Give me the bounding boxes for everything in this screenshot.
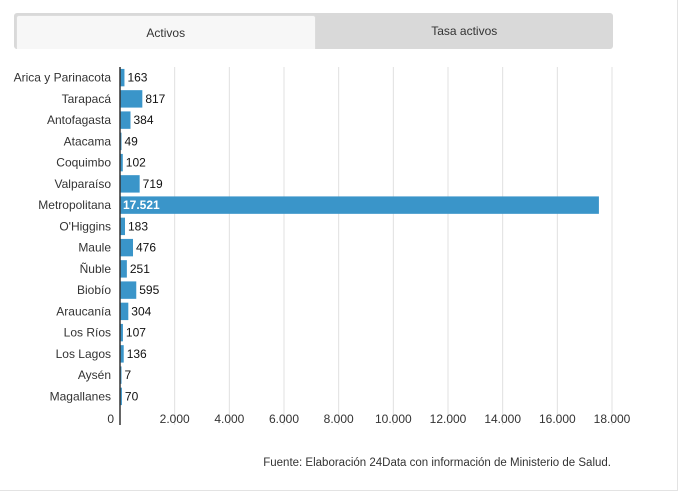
data-label: 136 [127,347,147,361]
tab-tasa-activos[interactable]: Tasa activos [431,24,498,38]
category-label: O'Higgins [59,219,111,233]
tab-bar: Activos Tasa activos [14,13,613,49]
x-tick-label: 12.000 [430,412,467,426]
data-label: 17.521 [123,198,160,212]
bar [120,323,123,342]
category-label: Araucanía [56,304,111,318]
data-label: 102 [126,156,146,170]
data-label: 595 [139,283,159,297]
category-label: Maule [78,241,111,255]
category-label: Magallanes [50,389,111,403]
data-label: 817 [145,92,165,106]
data-label: 304 [131,304,151,318]
category-label: Los Ríos [64,326,111,340]
bar [120,302,129,321]
category-label: Metropolitana [38,198,111,212]
category-label: Valparaíso [55,177,112,191]
category-label: Antofagasta [47,113,111,127]
category-label: Arica y Parinacota [14,71,112,85]
bar [120,196,599,214]
data-label: 163 [127,71,147,85]
bar [120,68,125,87]
x-tick-label: 16.000 [539,412,576,426]
data-label: 183 [128,219,148,233]
data-label: 70 [125,389,139,403]
category-label: Ñuble [80,262,112,276]
data-label: 476 [136,241,156,255]
x-tick-label: 2.000 [160,412,190,426]
x-tick-label: 8.000 [324,412,354,426]
data-label: 7 [125,368,132,382]
data-label: 107 [126,326,146,340]
x-tick-label: 18.000 [594,412,631,426]
data-label: 719 [143,177,163,191]
x-tick-label: 4.000 [214,412,244,426]
x-tick-label: 14.000 [484,412,521,426]
bar [120,281,137,299]
bar [120,111,131,129]
bar [120,90,143,108]
bar [120,238,134,257]
bar [120,153,123,172]
tab-activos[interactable]: Activos [16,15,316,49]
bar [120,260,127,278]
x-tick-label: 0 [107,412,114,426]
category-label: Los Lagos [56,347,111,361]
category-label: Aysén [78,368,111,382]
data-label: 49 [125,134,139,148]
x-tick-label: 6.000 [269,412,299,426]
bar [120,387,122,406]
category-label: Biobío [77,283,111,297]
data-label: 251 [130,262,150,276]
category-label: Coquimbo [56,156,111,170]
source-note: Fuente: Elaboración 24Data con informaci… [263,457,611,469]
category-label: Atacama [64,134,112,148]
x-tick-label: 10.000 [375,412,412,426]
bar [120,217,126,236]
category-label: Tarapacá [62,92,112,106]
data-label: 384 [133,113,153,127]
bar [120,345,124,363]
bar [120,175,140,193]
